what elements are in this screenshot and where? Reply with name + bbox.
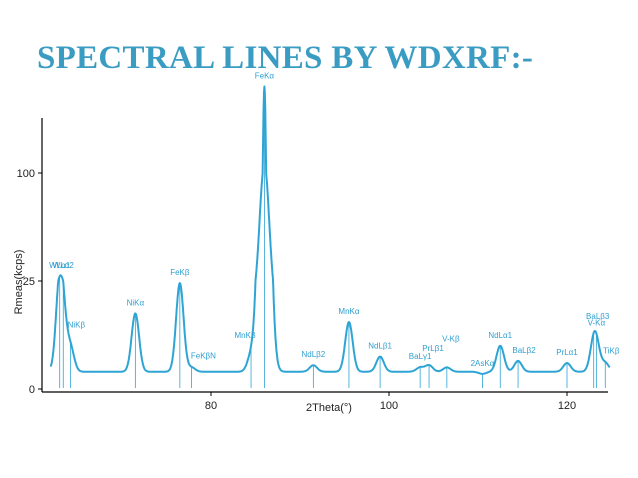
peak-label: PrLβ1 — [422, 344, 444, 353]
y-tick-label: 0 — [29, 384, 35, 396]
peak-label: BaLβ2 — [512, 346, 536, 355]
peak-label: PrLα1 — [556, 348, 578, 357]
peak-label: NdLβ1 — [368, 342, 392, 351]
peak-label: WLα2 — [53, 261, 75, 270]
peak-label: NiKβ — [68, 320, 86, 329]
x-axis-title: 2Theta(°) — [306, 402, 352, 414]
peak-label: NdLβ2 — [301, 350, 325, 359]
peak-label: BaLβ3 — [586, 312, 610, 321]
x-tick-label: 100 — [380, 400, 398, 412]
peak-label: MnKα — [338, 307, 359, 316]
chart-axes — [41, 118, 608, 393]
y-tick-label: 100 — [17, 168, 35, 180]
spectrum-line — [49, 85, 611, 375]
slide-title: SPECTRAL LINES BY WDXRF:- — [37, 40, 534, 76]
peak-label: NdLα1 — [488, 331, 512, 340]
peak-label: V-Kβ — [442, 334, 460, 343]
x-tick-label: 120 — [558, 400, 576, 412]
peak-label: 2AsKα — [471, 359, 495, 368]
peak-label: WLα1 — [49, 261, 71, 270]
peak-markers — [59, 86, 606, 388]
x-tick-label: 80 — [205, 400, 217, 412]
peak-label: V-Kα — [588, 318, 606, 327]
peak-label: FeKβ — [170, 268, 190, 277]
axis-ticks: 0 25 100 80 100 120 — [17, 168, 577, 412]
peak-label: BaLγ1 — [409, 352, 432, 361]
peak-label: NiKα — [127, 298, 145, 307]
peak-label: FeKβN — [191, 352, 216, 361]
y-tick-label: 25 — [23, 276, 35, 288]
y-axis-title: Rmeas(kcps) — [13, 250, 25, 315]
peak-label: FeKα — [255, 72, 275, 81]
peak-label: MnKβ — [235, 331, 256, 340]
peak-label: TiKβ — [603, 347, 620, 356]
